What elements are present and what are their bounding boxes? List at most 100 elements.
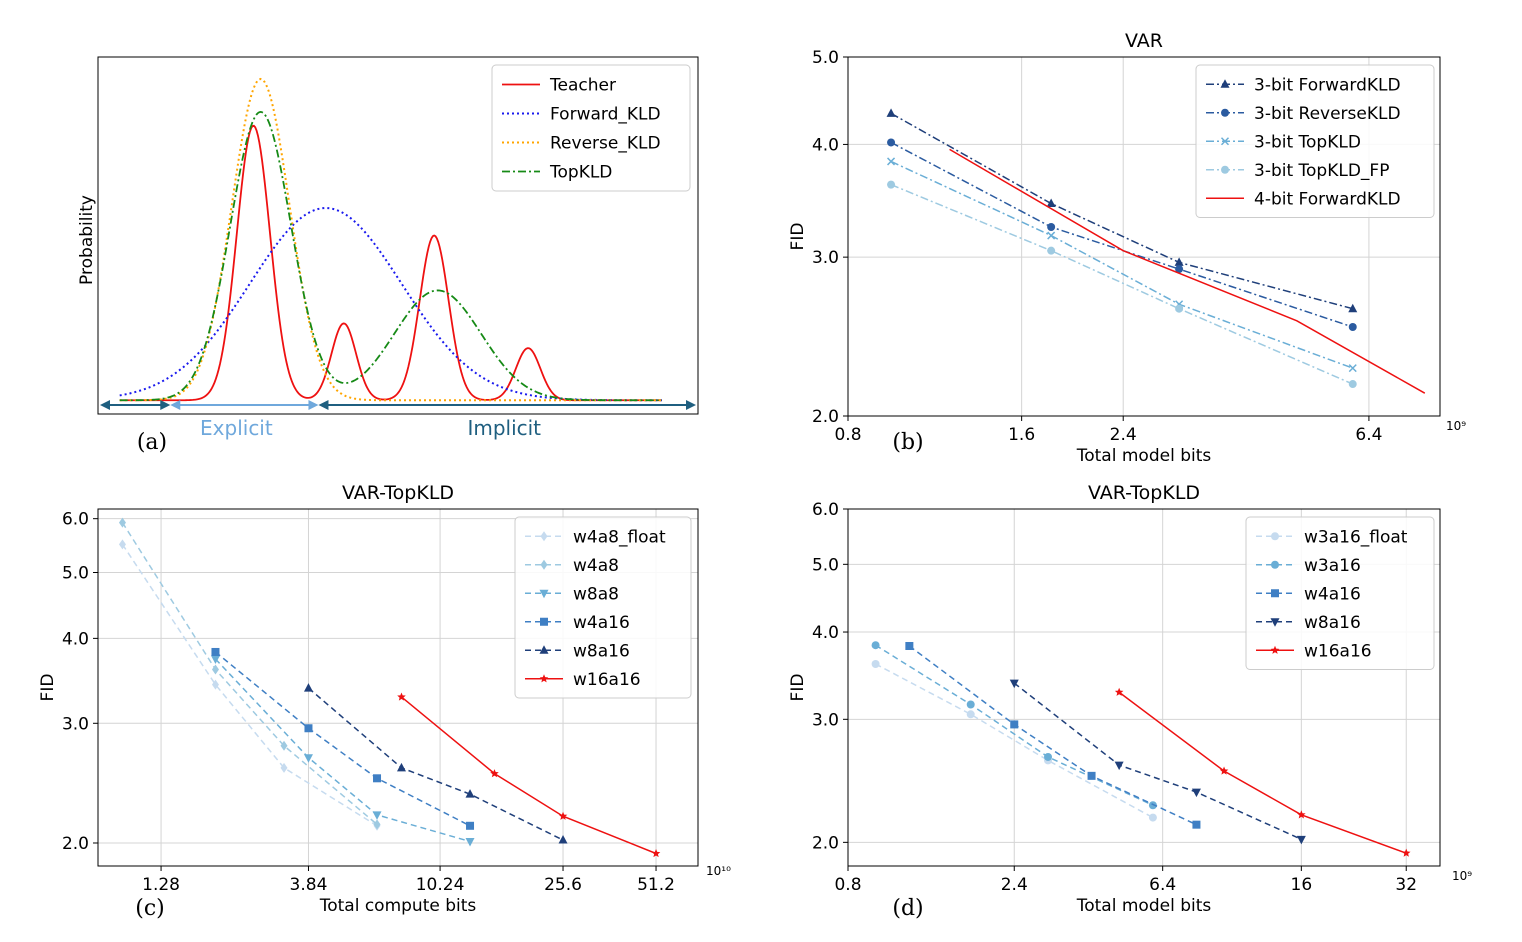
y-axis-label-b: FID [788,223,808,251]
legend-marker [539,674,549,683]
data-point [1348,380,1357,389]
data-point [304,724,313,733]
curve-topkld [119,110,662,402]
data-point [211,679,219,690]
data-point [1087,771,1096,780]
legend-entry: Reverse_KLD [502,134,661,154]
chart-title-b: VAR [1125,30,1163,52]
y-tick-label: 6.0 [812,500,839,520]
panel-label-d: (d) [892,896,923,921]
data-point [280,762,288,773]
data-point [1348,364,1357,373]
legend-label: w3a16 [1304,556,1361,576]
chart-title-c: VAR-TopKLD [342,482,454,504]
y-tick-label: 4.0 [812,135,839,155]
y-tick-label: 4.0 [62,629,89,649]
plot-frame-b [847,56,1441,417]
panel-label-b: (b) [892,430,923,455]
legend-label: 3-bit ReverseKLD [1254,104,1401,124]
y-tick-label: 3.0 [812,248,839,268]
series-line [121,543,378,827]
data-point [211,647,220,656]
arrow-implicit-head-right [686,400,696,410]
x-unit-label-d: 10⁹ [1452,869,1472,883]
legend-entry: Forward_KLD [502,105,661,125]
legend-marker [539,645,549,654]
legend-frame [514,516,692,699]
series-3-bit-topkld [887,157,1357,373]
legend-marker [1220,79,1230,88]
x-unit-label-b: 10⁹ [1446,419,1466,433]
data-point [210,655,220,665]
legend-entry: 3-bit TopKLD [1206,132,1361,152]
legend-entry: w16a16 [525,670,641,690]
legend-label: w16a16 [1304,641,1372,661]
legend-frame [1245,516,1435,670]
y-tick-label: 2.0 [812,833,839,853]
x-tick-label: 1.6 [1008,425,1035,445]
data-point [1148,813,1157,822]
legend-marker [1271,589,1279,598]
data-point [373,819,381,830]
series-w16a16 [1114,687,1411,857]
y-tick-label: 3.0 [62,714,89,734]
series-w4a16 [905,641,1201,829]
series-line [214,651,471,827]
arrow-explicit [170,400,319,410]
panel-d: 0.8 2.4 6.4 16 32 2.0 3.0 4.0 5.0 6.0 VAR-TopKLD To… [788,482,1472,921]
legend-label: w4a16 [573,613,630,633]
legend-entry: 3-bit ForwardKLD [1206,75,1401,95]
legend-label: 4-bit ForwardKLD [1254,189,1401,209]
data-point [905,641,914,650]
legend-marker [1270,645,1280,654]
series-w4a8-float [118,539,381,831]
series-4-bit-forwardkld [949,148,1426,394]
y-axis-label-c: FID [38,674,58,702]
y-axis-label-d: FID [788,674,808,702]
series-line [214,658,471,843]
legend-marker [540,617,548,626]
plot-frame-a [97,56,699,415]
data-point [466,821,475,830]
legend-marker [1221,165,1229,174]
x-tick-label: 51.2 [637,875,675,895]
x-tick-label: 2.4 [1001,875,1028,895]
x-tick-label: 1.28 [142,875,180,895]
chart-title-d: VAR-TopKLD [1088,482,1200,504]
data-point [1297,810,1306,819]
panel-label-a: (a) [137,430,167,455]
data-point [871,641,880,650]
series-w8a16 [303,683,568,844]
data-point [1348,303,1358,313]
legend-marker [1271,560,1279,569]
series-line [1118,691,1407,854]
x-tick-label: 0.8 [834,875,861,895]
data-point [490,769,499,778]
series-line [890,112,1353,310]
data-point [887,157,896,166]
series-line [1013,682,1302,841]
x-tick-label: 16 [1291,875,1313,895]
legend-entry: w8a16 [525,641,630,661]
legend-label: Teacher [549,76,616,96]
legend-label: w4a16 [1304,584,1361,604]
data-point [651,849,661,858]
x-tick-label: 6.4 [1355,425,1382,445]
data-point [1114,761,1124,771]
legend-entry: w16a16 [1256,641,1372,661]
legend-label: w8a16 [573,641,630,661]
series-3-bit-forwardkld [886,108,1358,313]
x-tick-label: 32 [1395,875,1417,895]
x-tick-label: 25.6 [544,875,582,895]
data-point [887,180,896,189]
data-point [871,659,880,668]
legend: Teacher Forward_KLD Reverse_KLD TopKLD [491,64,691,192]
legend-entry: 4-bit ForwardKLD [1206,189,1401,209]
plot-frame-d [847,508,1441,867]
data-point [558,835,568,844]
legend-label: 3-bit ForwardKLD [1254,75,1401,95]
arrow-explicit-head-left [170,400,181,410]
x-tick-label: 2.4 [1110,425,1137,445]
series-line [890,183,1354,385]
